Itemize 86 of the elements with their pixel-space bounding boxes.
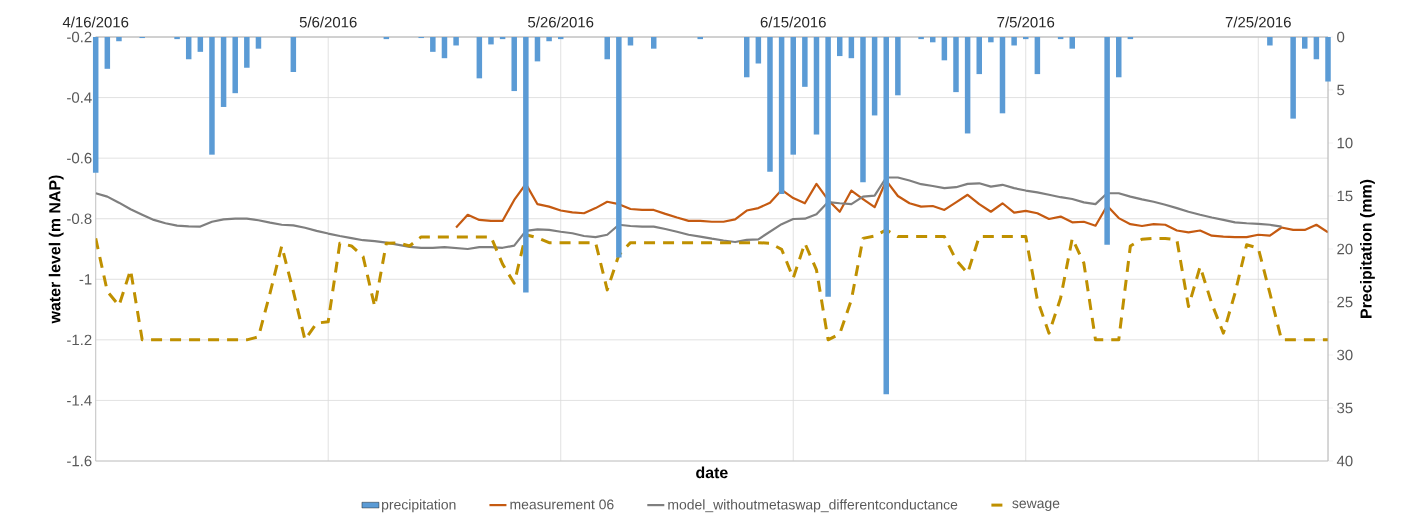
bar [743, 37, 750, 78]
bar [616, 37, 622, 258]
bar [778, 37, 785, 194]
bar [650, 37, 657, 49]
bar [953, 37, 959, 93]
bar [871, 37, 878, 116]
legend-label: model_withoutmetaswap_differentconductance [668, 499, 958, 513]
bar [825, 37, 831, 297]
bar [1267, 37, 1273, 46]
bar [813, 37, 820, 135]
x-tick-label: 7/25/2016 [1225, 16, 1291, 28]
bar [1069, 37, 1075, 49]
x-tick-label: 4/16/2016 [62, 16, 129, 28]
bar [1011, 37, 1017, 46]
bar [255, 37, 262, 49]
legend-label: precipitation [382, 499, 456, 513]
bar [546, 37, 552, 42]
bar [441, 37, 448, 59]
bar [104, 37, 111, 69]
bar [604, 37, 610, 60]
legend-label: measurement 06 [510, 499, 614, 510]
bar [976, 37, 982, 75]
y2-tick-label: 35 [1337, 402, 1353, 414]
bar [790, 37, 796, 155]
bar [185, 37, 192, 60]
bar [988, 37, 994, 43]
x-axis-title: date [696, 466, 728, 479]
bar [883, 37, 889, 395]
bar [802, 37, 808, 87]
bar [1104, 37, 1110, 245]
bar [848, 37, 855, 59]
y-tick-label: -1.2 [67, 334, 92, 346]
bar [232, 37, 238, 94]
bar [523, 37, 529, 293]
bar [1116, 37, 1122, 78]
x-tick-label: 5/26/2016 [528, 16, 594, 28]
bar [941, 37, 948, 61]
bar [895, 37, 901, 96]
y-tick-label: -0.6 [67, 152, 92, 164]
bar [697, 37, 703, 40]
bar [220, 37, 227, 107]
bar [534, 37, 541, 62]
y2-tick-label: 40 [1336, 455, 1353, 467]
bar [174, 37, 180, 40]
y2-tick-label: 15 [1337, 190, 1353, 202]
y-tick-label: -1.4 [67, 395, 92, 406]
bar [290, 37, 297, 72]
bar [209, 37, 215, 155]
y2-tick-label: 30 [1337, 349, 1353, 361]
y2-tick-label: 0 [1337, 31, 1345, 43]
bar [1313, 37, 1320, 60]
bar [1302, 37, 1308, 49]
bar [1290, 37, 1296, 119]
bar [1034, 37, 1041, 75]
bar [92, 37, 99, 173]
bar [1325, 37, 1331, 82]
y2-tick-label: 10 [1337, 137, 1353, 149]
bar [860, 37, 866, 183]
bar [964, 37, 971, 134]
bar [767, 37, 773, 172]
y-tick-label: -1.6 [67, 455, 92, 467]
y2-axis-title: Precipitation (mm) [1360, 179, 1375, 318]
bar [488, 37, 494, 45]
bar [511, 37, 517, 92]
bar [836, 37, 843, 57]
legend-label: sewage [1012, 500, 1060, 511]
x-tick-label: 5/6/2016 [299, 16, 357, 28]
y-axis-title: water level (m NAP) [48, 175, 64, 324]
y-tick-label: -0.4 [67, 92, 92, 103]
bar [755, 37, 762, 64]
y-tick-label: -0.8 [67, 213, 92, 224]
bar [197, 37, 204, 52]
bar [116, 37, 122, 42]
bar [430, 37, 436, 52]
y-tick-label: -1 [79, 274, 92, 285]
x-tick-label: 7/5/2016 [997, 16, 1055, 28]
bar [453, 37, 459, 46]
y2-tick-label: 5 [1337, 84, 1345, 96]
y2-tick-label: 20 [1337, 243, 1353, 255]
y2-tick-label: 25 [1337, 296, 1353, 308]
bar [918, 37, 924, 40]
bar [476, 37, 483, 79]
x-tick-label: 6/15/2016 [760, 16, 826, 28]
bar [999, 37, 1006, 114]
bar [244, 37, 250, 68]
y-tick-label: -0.2 [67, 31, 92, 43]
